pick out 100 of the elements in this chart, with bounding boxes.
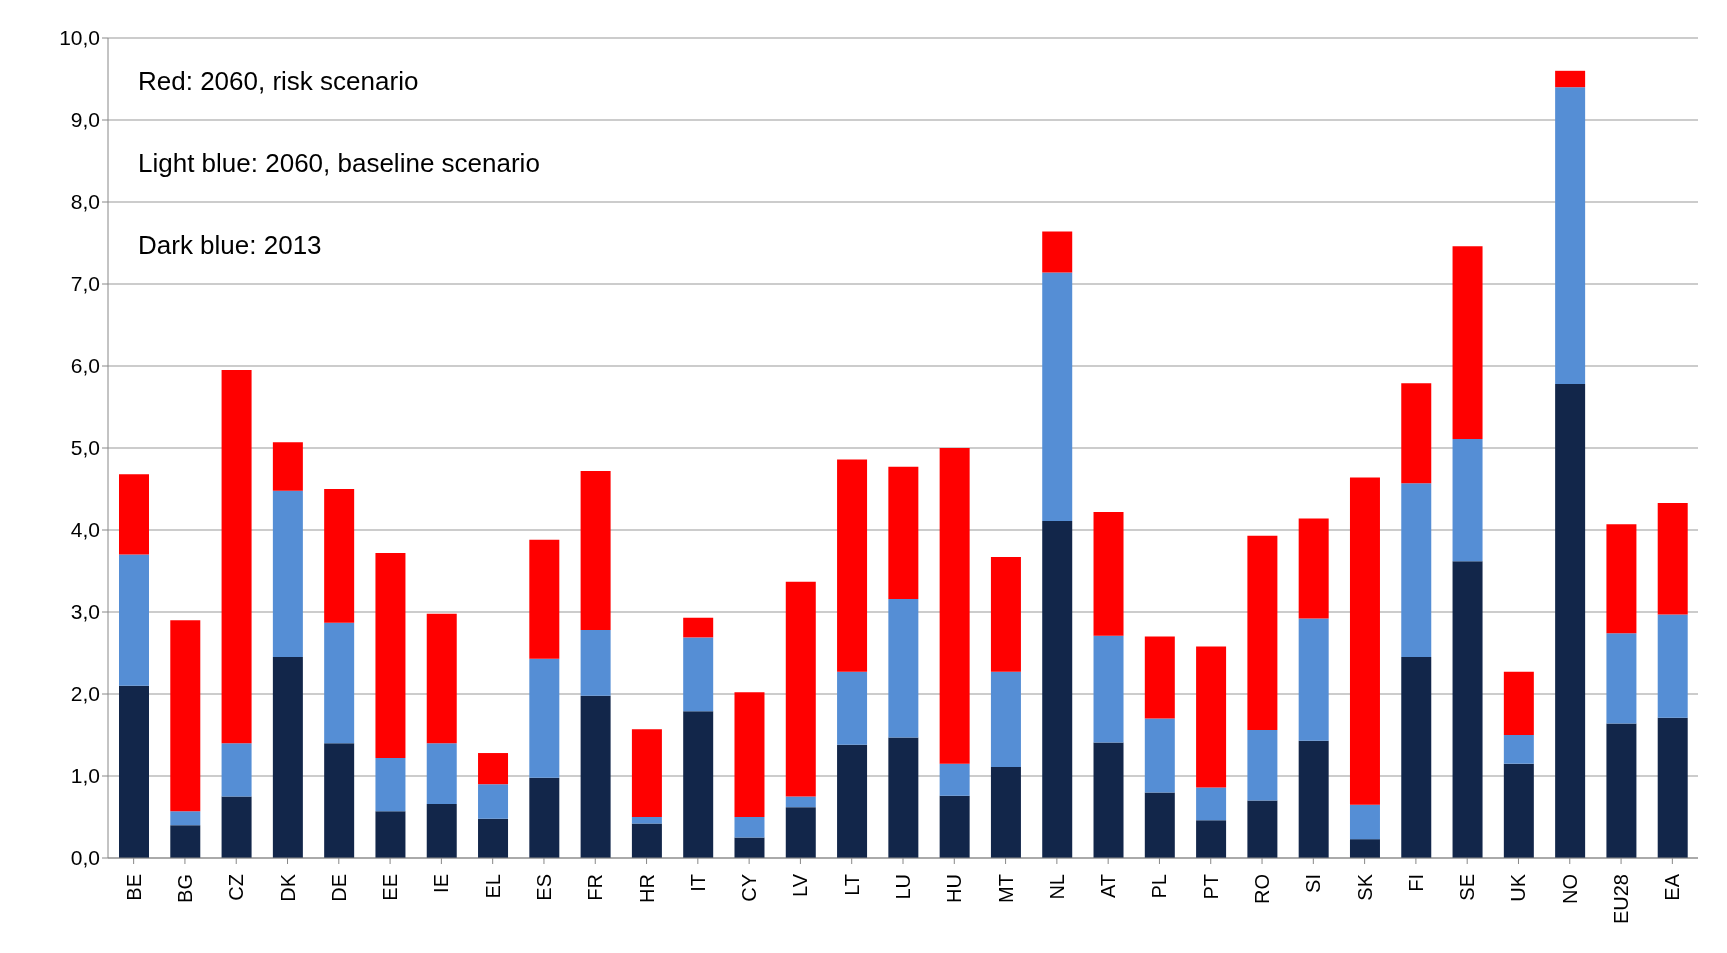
x-tick-label: FR: [584, 874, 607, 901]
y-tick-label: 3,0: [70, 600, 100, 624]
bar: [1606, 633, 1637, 724]
bar: [888, 737, 919, 858]
bar: [272, 657, 303, 858]
bar: [170, 825, 201, 858]
bar: [990, 671, 1021, 767]
bar: [1349, 839, 1380, 858]
bar: [375, 757, 406, 812]
x-tick-label: EL: [481, 874, 504, 899]
bar: [1247, 535, 1278, 731]
bar: [1657, 717, 1688, 858]
bar: [1042, 231, 1073, 273]
x-tick-label: IT: [686, 874, 709, 892]
x-tick-label: UK: [1507, 873, 1530, 902]
bar: [580, 695, 611, 858]
bar: [221, 743, 252, 797]
bar: [170, 811, 201, 826]
bar: [939, 763, 970, 796]
y-tick-label: 5,0: [70, 436, 100, 460]
bar: [1196, 820, 1227, 858]
x-tick-label: SK: [1353, 873, 1376, 901]
y-tick-label: 1,0: [70, 764, 100, 788]
bar: [1503, 735, 1534, 764]
bar: [119, 474, 149, 555]
bar: [1247, 800, 1278, 858]
bar: [272, 490, 303, 658]
bar: [1452, 561, 1483, 858]
bar: [1401, 383, 1432, 484]
bar: [1555, 384, 1586, 858]
bar: [1452, 438, 1483, 562]
bar: [478, 784, 509, 819]
y-tick-label: 2,0: [70, 682, 100, 706]
bar: [734, 692, 765, 817]
bar: [1042, 272, 1073, 521]
bar: [939, 448, 970, 764]
bar: [426, 743, 457, 804]
x-tick-label: CY: [738, 874, 761, 902]
bar: [1093, 511, 1124, 636]
bar: [1042, 520, 1073, 858]
bar: [1606, 524, 1637, 634]
bar: [580, 470, 611, 631]
bar: [375, 552, 406, 758]
bar: [1144, 636, 1175, 719]
bar: [1401, 483, 1432, 658]
y-tick-label: 6,0: [70, 354, 100, 378]
x-tick-label: NL: [1045, 874, 1068, 900]
y-tick-label: 9,0: [70, 108, 100, 132]
x-tick-label: AT: [1097, 874, 1120, 899]
bar: [529, 658, 560, 778]
bar: [785, 796, 816, 808]
bar: [119, 685, 149, 858]
bar: [631, 823, 662, 858]
bar: [1555, 87, 1586, 385]
bar: [1144, 792, 1175, 858]
bar: [888, 466, 919, 599]
bar: [1503, 671, 1534, 735]
bar: [1144, 718, 1175, 793]
bar: [1298, 740, 1329, 858]
bar: [1555, 70, 1586, 88]
bar: [837, 459, 868, 672]
annotation: Red: 2060, risk scenario: [138, 66, 419, 97]
y-tick-label: 7,0: [70, 272, 100, 296]
x-tick-label: IE: [430, 874, 453, 893]
bar: [990, 557, 1021, 672]
x-tick-label: NO: [1558, 874, 1581, 904]
x-tick-label: EA: [1661, 873, 1684, 901]
y-tick-label: 4,0: [70, 518, 100, 542]
x-tick-label: DE: [327, 874, 350, 902]
bar: [1093, 742, 1124, 858]
annotation: Dark blue: 2013: [138, 230, 322, 261]
bar: [1606, 723, 1637, 858]
x-tick-label: LV: [789, 873, 812, 897]
bar: [324, 743, 355, 858]
bar: [529, 539, 560, 659]
bar: [1349, 804, 1380, 840]
bar: [119, 554, 149, 686]
bar: [221, 370, 252, 744]
bar: [324, 489, 355, 623]
bar: [734, 817, 765, 838]
bar: [478, 818, 509, 858]
bar: [1503, 763, 1534, 858]
x-tick-label: BG: [173, 874, 196, 903]
bar: [1657, 614, 1688, 718]
bar: [426, 803, 457, 858]
bar: [1657, 502, 1688, 615]
bar: [1247, 730, 1278, 801]
x-tick-label: LT: [840, 874, 863, 896]
x-tick-label: RO: [1251, 874, 1274, 904]
bar: [1093, 635, 1124, 743]
x-tick-label: SE: [1456, 874, 1479, 901]
bar: [1452, 246, 1483, 439]
y-tick-label: 10,0: [59, 26, 100, 50]
x-tick-label: EU28: [1610, 874, 1633, 925]
x-tick-label: MT: [994, 874, 1017, 903]
bar: [529, 777, 560, 858]
bar: [631, 817, 662, 824]
x-tick-label: DK: [276, 873, 299, 902]
bar: [324, 622, 355, 744]
bar: [683, 637, 714, 712]
